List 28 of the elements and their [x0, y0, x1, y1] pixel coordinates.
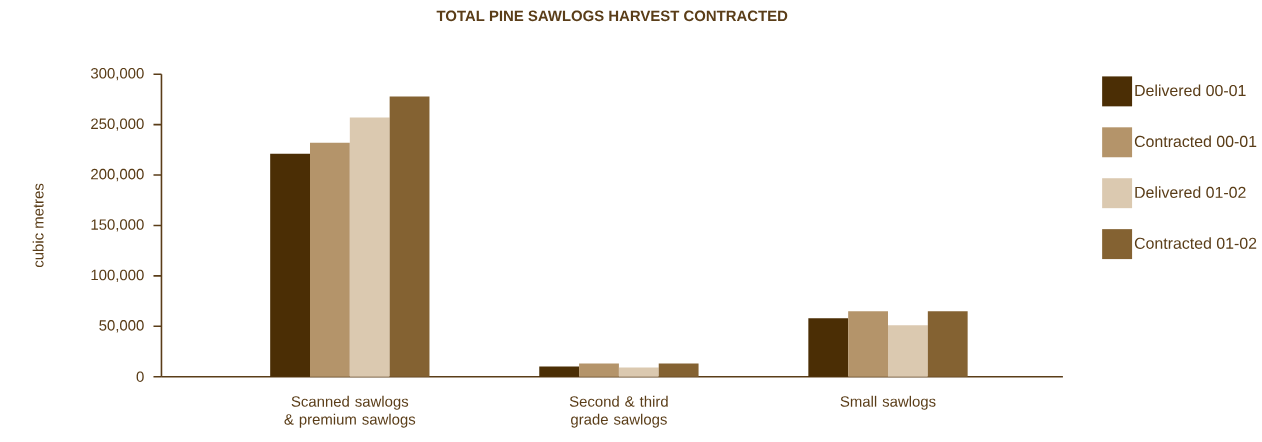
legend-label: Contracted 01-02 [1134, 237, 1257, 249]
bar [539, 366, 580, 377]
legend-label: Delivered 01-02 [1135, 186, 1246, 198]
bar [927, 311, 968, 377]
bar [658, 363, 699, 377]
y-tick-label: 0 [136, 371, 144, 382]
bar [579, 363, 619, 377]
bar [618, 367, 659, 377]
x-tick-label: Scanned sawlogs & premium sawlogs [284, 395, 416, 428]
y-tick-label: 100,000 [91, 269, 144, 282]
x-tick-label: Small sawlogs [840, 395, 936, 410]
bar [389, 96, 430, 377]
y-axis-title: cubic metres [32, 183, 44, 267]
y-tick-label: 150,000 [91, 219, 144, 232]
bar [349, 117, 390, 377]
y-tick-label: 50,000 [99, 320, 144, 333]
legend-label: Delivered 00-01 [1135, 84, 1246, 97]
legend-label: Contracted 00-01 [1134, 135, 1257, 147]
y-tick-label: 300,000 [90, 67, 144, 81]
y-tick-label: 250,000 [91, 118, 144, 131]
bar [848, 311, 888, 377]
y-tick-label: 200,000 [91, 168, 144, 182]
bar [808, 318, 849, 377]
chart-title: TOTAL PINE SAWLOGS HARVEST CONTRACTED [436, 10, 788, 22]
bar [888, 325, 928, 377]
bar [270, 153, 310, 377]
bar [310, 142, 350, 377]
x-tick-label: Second & third grade sawlogs [569, 395, 668, 428]
